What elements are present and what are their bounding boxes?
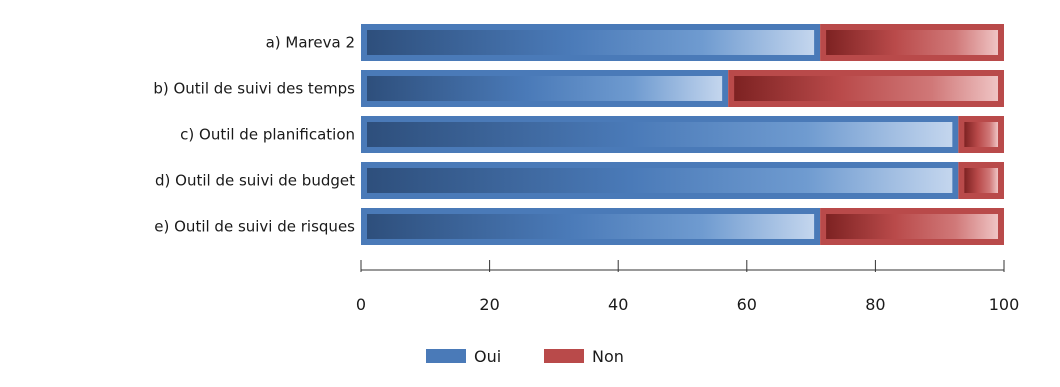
category-labels: a) Mareva 2 b) Outil de suivi des temps c)… <box>153 34 355 236</box>
bar-non-3-shading <box>964 122 998 147</box>
legend-label-oui: Oui <box>474 347 501 366</box>
legend-swatch-oui <box>426 349 466 363</box>
bar-oui-3-shading <box>367 122 953 147</box>
legend: Oui Non <box>426 347 624 366</box>
category-label-3: c) Outil de planification <box>180 126 355 144</box>
bar-oui-5-shading <box>367 214 815 239</box>
x-tick-label-1: 20 <box>479 295 499 314</box>
legend-swatch-non <box>544 349 584 363</box>
bar-non-4-shading <box>964 168 998 193</box>
category-label-5: e) Outil de suivi de risques <box>154 218 355 236</box>
x-tick-label-5: 100 <box>989 295 1020 314</box>
legend-label-non: Non <box>592 347 624 366</box>
bar-non-1-shading <box>826 30 998 55</box>
bar-oui-2-shading <box>367 76 723 101</box>
bar-non-5-shading <box>826 214 998 239</box>
category-label-1: a) Mareva 2 <box>266 34 355 52</box>
x-tick-label-0: 0 <box>356 295 366 314</box>
x-tick-label-2: 40 <box>608 295 628 314</box>
category-label-4: d) Outil de suivi de budget <box>155 172 355 190</box>
bar-oui-1-shading <box>367 30 815 55</box>
x-tick-label-3: 60 <box>737 295 757 314</box>
x-axis: 0 20 40 60 80 100 <box>356 260 1019 314</box>
bar-oui-4-shading <box>367 168 953 193</box>
bars-group <box>361 24 1004 245</box>
x-tick-label-4: 80 <box>865 295 885 314</box>
bar-non-2-shading <box>734 76 998 101</box>
category-label-2: b) Outil de suivi des temps <box>153 80 355 98</box>
